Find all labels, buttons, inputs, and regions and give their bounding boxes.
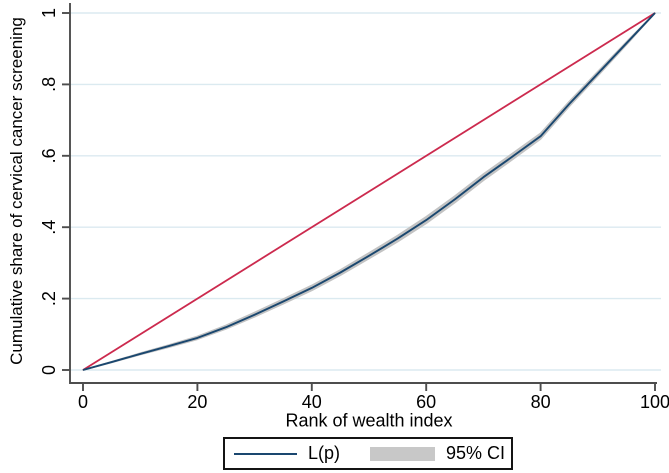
svg-text:.6: .6 [39,148,59,163]
svg-text:60: 60 [416,392,436,412]
svg-text:.8: .8 [39,77,59,92]
svg-text:.2: .2 [39,291,59,306]
svg-text:100: 100 [640,392,669,412]
legend-label-ci: 95% CI [446,443,506,463]
svg-text:80: 80 [531,392,551,412]
axes [62,3,657,391]
lorenz-curve [82,12,656,371]
legend-ci-swatch [370,446,436,461]
legend-label-lp: L(p) [308,443,341,463]
y-tick-labels: 0 .2 .4 .6 .8 1 [39,8,59,375]
svg-text:0: 0 [78,392,88,412]
x-axis-title: Rank of wealth index [285,410,453,431]
equality-line [82,12,656,371]
y-axis-title: Cumulative share of cervical cancer scre… [7,17,26,365]
gridlines [70,12,661,371]
legend: L(p) 95% CI [223,437,513,470]
svg-text:20: 20 [187,392,207,412]
svg-text:0: 0 [39,365,59,375]
svg-text:1: 1 [39,8,59,18]
svg-text:.4: .4 [39,220,59,235]
svg-text:40: 40 [302,392,322,412]
x-tick-labels: 0 20 40 60 80 100 [78,392,669,412]
legend-lorenz-line-sample [234,452,297,455]
